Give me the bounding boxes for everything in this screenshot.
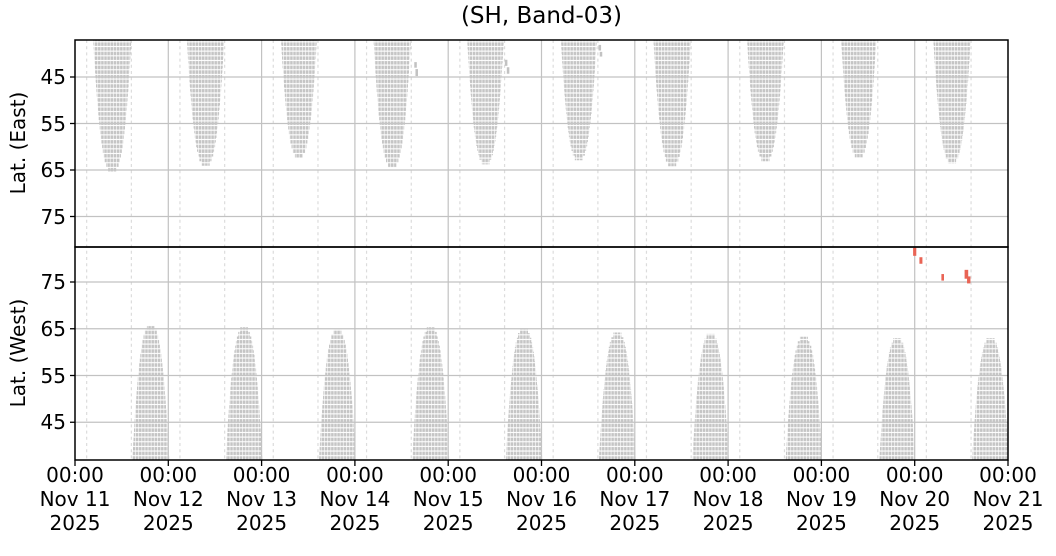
- x-tick-label-line: 00:00: [419, 463, 477, 487]
- y-tick-label: 55: [40, 363, 66, 388]
- x-tick-label-line: Nov 20: [879, 487, 951, 511]
- x-tick-label-line: 00:00: [979, 463, 1037, 487]
- coverage-blob: [132, 325, 170, 460]
- x-tick-label: 00:00 Nov 20 2025: [867, 463, 963, 535]
- x-tick-label: 00:00 Nov 14 2025: [307, 463, 403, 535]
- coverage-blob: [692, 333, 729, 460]
- x-tick-label-line: 2025: [982, 511, 1034, 535]
- x-tick-label-line: Nov 13: [226, 487, 298, 511]
- y-tick-label: 55: [40, 111, 66, 136]
- anomaly-mark: [964, 269, 969, 279]
- x-tick-label-line: 00:00: [605, 463, 664, 487]
- x-tick-label: 00:00 Nov 18 2025: [680, 463, 776, 535]
- x-tick-label-line: 2025: [795, 511, 847, 535]
- coverage-blob: [879, 338, 915, 460]
- x-tick-label: 00:00 Nov 11 2025: [27, 463, 123, 535]
- x-tick-label-line: 2025: [702, 511, 754, 535]
- coverage-blob: [319, 329, 356, 460]
- x-tick-label-line: Nov 16: [506, 487, 577, 511]
- coverage-blob: [561, 40, 597, 161]
- y-tick-label: 65: [40, 316, 66, 341]
- x-tick-label-line: Nov 17: [599, 487, 671, 511]
- x-tick-label: 00:00 Nov 15 2025: [400, 463, 496, 535]
- anomaly-mark: [919, 257, 923, 264]
- x-tick-label-line: Nov 12: [132, 487, 204, 511]
- x-tick-label: 00:00 Nov 19 2025: [773, 463, 869, 535]
- x-tick-label: 00:00 Nov 12 2025: [120, 463, 216, 535]
- y-tick-label: 75: [40, 204, 66, 229]
- coverage-group-east: [93, 40, 971, 172]
- x-tick-label-line: 2025: [236, 511, 288, 535]
- x-tick-label-line: 00:00: [699, 463, 757, 487]
- x-tick-label-line: 2025: [329, 511, 381, 535]
- speck: [506, 67, 510, 74]
- speck: [504, 59, 508, 66]
- coverage-blob: [972, 338, 1008, 460]
- x-tick-label-line: 00:00: [792, 463, 851, 487]
- coverage-blob: [653, 40, 691, 167]
- coverage-blob: [467, 40, 504, 165]
- x-tick-label-line: Nov 21: [972, 487, 1044, 511]
- coverage-blob: [785, 336, 822, 460]
- x-tick-label-line: 2025: [142, 511, 194, 535]
- coverage-blob: [747, 40, 784, 162]
- coverage-group-west: [132, 325, 1008, 460]
- anomaly-mark: [913, 247, 917, 256]
- x-tick-label-line: 2025: [516, 511, 567, 535]
- coverage-blob: [226, 327, 263, 460]
- x-tick-label-line: 2025: [889, 511, 941, 535]
- x-tick-label: 00:00 Nov 16 2025: [494, 463, 590, 535]
- coverage-blob: [373, 40, 411, 168]
- x-tick-label-line: Nov 11: [39, 487, 111, 511]
- x-tick-label-line: 00:00: [512, 463, 571, 487]
- speck: [415, 69, 418, 77]
- x-tick-label-line: 00:00: [232, 463, 291, 487]
- x-tick-label: 00:00 Nov 13 2025: [214, 463, 310, 535]
- speck: [598, 44, 602, 51]
- x-tick-label-line: 00:00: [326, 463, 384, 487]
- x-tick-label-line: 2025: [422, 511, 474, 535]
- anomaly-mark: [967, 276, 971, 284]
- anomaly-mark: [941, 274, 944, 281]
- coverage-blob: [841, 40, 877, 158]
- coverage-blob: [412, 327, 450, 460]
- speck: [599, 51, 603, 57]
- chart-title: (SH, Band-03): [460, 3, 623, 29]
- y-tick-label: 75: [40, 270, 66, 294]
- coverage-blob: [599, 332, 636, 460]
- x-tick-label-line: Nov 14: [319, 487, 391, 511]
- y-tick-label: 65: [40, 158, 66, 182]
- y-tick-label: 45: [40, 410, 66, 435]
- coverage-blob: [187, 40, 225, 166]
- x-tick-label-line: Nov 15: [412, 487, 484, 511]
- x-tick-label-line: Nov 18: [692, 487, 764, 511]
- coverage-blob: [505, 328, 543, 460]
- speck: [414, 62, 417, 68]
- x-tick-label-line: Nov 19: [785, 487, 857, 511]
- x-tick-label: 00:00 Nov 21 2025: [960, 463, 1056, 535]
- x-tick-label-line: 00:00: [46, 463, 104, 487]
- x-tick-label: 00:00 Nov 17 2025: [587, 463, 683, 535]
- x-tick-label-line: 2025: [609, 511, 661, 535]
- coverage-blob: [93, 40, 132, 172]
- coverage-blob: [933, 40, 971, 164]
- x-tick-label-line: 00:00: [139, 463, 198, 487]
- x-tick-label-line: 00:00: [885, 463, 944, 487]
- y-tick-label: 45: [40, 65, 66, 89]
- coverage-blob: [281, 40, 317, 158]
- x-tick-label-line: 2025: [49, 511, 101, 535]
